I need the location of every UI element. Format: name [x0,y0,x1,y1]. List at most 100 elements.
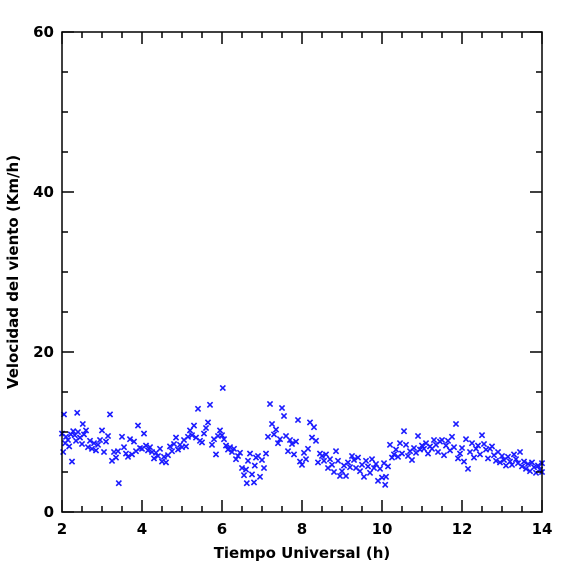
data-point [286,436,294,444]
data-point [240,472,248,479]
data-point [236,449,244,456]
data-point [86,437,94,444]
data-point [74,428,82,436]
data-point [484,455,492,462]
x-tick-label: 12 [452,520,473,538]
data-point [134,422,142,429]
data-point [130,438,138,445]
data-point [522,465,530,472]
x-tick-label: 6 [217,520,227,538]
data-point [251,462,258,469]
data-point [464,465,472,472]
data-point [228,448,236,456]
data-point [402,441,410,448]
data-point [78,440,86,448]
data-point [298,461,306,468]
data-point [272,426,280,433]
data-point [206,401,214,408]
data-point [280,412,288,420]
data-point [354,454,362,461]
x-tick-label: 14 [532,520,553,538]
data-point [264,433,272,440]
data-point [302,456,310,463]
data-point [120,444,128,451]
data-point [304,445,312,452]
data-point [188,432,196,439]
data-point [458,444,466,452]
data-point [398,450,406,457]
data-point [243,480,250,487]
data-point [382,481,389,488]
data-point [266,400,274,408]
data-point [250,479,258,486]
data-point [310,424,318,431]
data-point [212,451,220,458]
data-point [88,445,96,452]
data-point [442,442,450,449]
data-point [172,434,180,441]
data-point [62,433,70,440]
data-point [112,454,120,461]
data-point [194,405,202,412]
data-point [190,422,198,429]
data-point [82,427,90,434]
data-point [470,454,478,461]
x-tick-label: 10 [372,520,393,538]
data-point [290,451,298,458]
data-point [524,460,532,468]
data-point [478,432,486,439]
data-point [372,460,380,468]
data-point [334,457,342,464]
data-point [274,440,282,447]
data-point [382,473,390,480]
data-point [226,444,234,451]
data-point [122,450,130,457]
data-point [512,456,520,463]
data-point [118,433,126,440]
data-point [506,458,514,465]
data-point [510,451,518,458]
data-point [106,411,114,418]
data-point [216,427,224,434]
data-point [68,458,76,465]
data-point [384,463,392,470]
data-point [362,457,370,464]
data-point [198,439,206,446]
data-point [92,447,100,454]
data-point [256,473,264,480]
data-point [288,440,296,448]
data-point [344,459,352,466]
points-layer [58,384,546,488]
data-point [80,431,88,438]
data-point [492,457,500,464]
data-point [386,441,394,448]
data-point [410,444,418,452]
data-point [168,448,176,455]
data-point [438,436,446,444]
data-point [230,445,238,452]
data-point [232,456,240,463]
data-point [208,441,216,448]
data-point [326,456,334,463]
data-point [248,471,256,478]
data-point [242,466,250,473]
data-point [518,463,526,470]
y-tick-label: 40 [33,183,54,201]
data-point [448,433,456,440]
data-point [472,445,480,452]
data-point [534,462,542,469]
data-point [184,433,192,440]
data-point [79,420,86,428]
data-point [262,450,270,457]
data-point [418,442,426,449]
data-point [102,438,110,445]
data-point [94,441,102,448]
data-point [388,454,396,461]
plot-frame [61,31,543,513]
x-axis-label: Tiempo Universal (h) [214,544,391,562]
x-tick-label: 4 [137,520,147,538]
data-point [320,457,328,464]
data-point [154,452,162,460]
y-tick-label: 0 [44,503,54,521]
